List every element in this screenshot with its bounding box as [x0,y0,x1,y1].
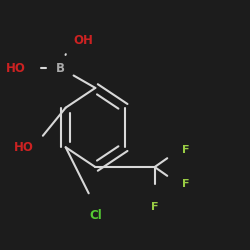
Text: Cl: Cl [89,209,102,222]
Text: HO: HO [14,141,34,154]
Text: HO: HO [6,62,26,75]
Text: B: B [56,62,65,75]
Text: F: F [182,179,189,189]
Text: F: F [182,145,189,155]
Text: F: F [151,202,158,212]
Text: OH: OH [73,34,93,48]
